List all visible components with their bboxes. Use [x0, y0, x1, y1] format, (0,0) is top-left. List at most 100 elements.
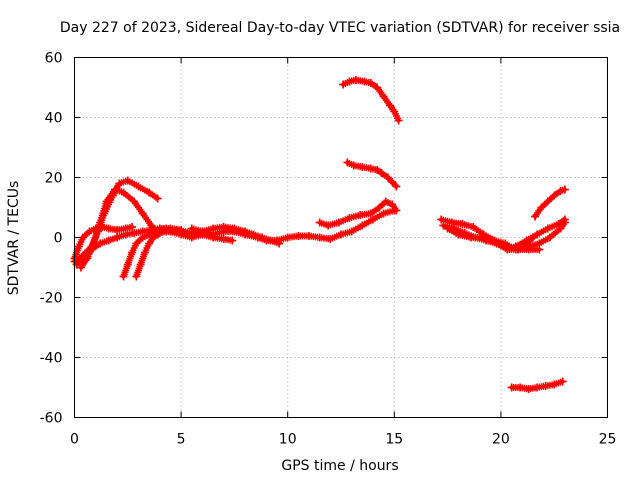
data-point	[74, 242, 83, 251]
data-point	[522, 236, 531, 245]
data-point	[334, 218, 343, 227]
data-point	[130, 197, 139, 206]
data-point	[392, 206, 401, 215]
data-point	[507, 383, 516, 392]
chart-title: Day 227 of 2023, Sidereal Day-to-day VTE…	[60, 20, 620, 36]
data-point	[458, 220, 467, 228]
data-point	[209, 224, 218, 233]
x-tick-labels: 0 5 10 15 20 25	[70, 432, 616, 448]
y-tick-label: 40	[45, 111, 63, 127]
data-point	[315, 233, 324, 242]
data-point	[128, 223, 137, 231]
data-point	[228, 236, 237, 245]
series-arc-11	[315, 197, 401, 230]
data-point	[162, 224, 171, 233]
data-point	[104, 236, 113, 245]
data-point	[379, 209, 388, 218]
data-point	[392, 182, 401, 191]
data-point	[119, 272, 128, 281]
data-point	[388, 178, 397, 186]
data-point	[366, 79, 375, 87]
data-point	[96, 218, 105, 227]
data-point	[187, 233, 196, 242]
series-arc-19	[507, 377, 567, 393]
data-point	[145, 188, 154, 197]
data-point	[550, 191, 559, 200]
data-point	[283, 233, 292, 242]
data-point	[356, 211, 365, 219]
data-point	[369, 215, 377, 224]
data-point	[153, 194, 162, 203]
data-point	[375, 203, 384, 212]
series-arc-17	[503, 215, 569, 254]
data-point	[119, 188, 128, 197]
data-point	[138, 209, 147, 218]
data-point	[104, 224, 113, 233]
data-point	[305, 232, 313, 240]
data-point	[347, 227, 356, 236]
data-point	[219, 235, 228, 243]
data-point	[524, 385, 533, 393]
data-point	[469, 223, 478, 231]
data-point	[533, 230, 542, 239]
data-point	[177, 230, 186, 239]
series-arc-13	[339, 76, 403, 125]
data-point	[383, 173, 392, 182]
data-point	[85, 227, 94, 236]
y-axis-label: SDTVAR / TECUs	[6, 181, 22, 296]
data-point	[83, 254, 92, 263]
plus-markers	[132, 228, 177, 280]
data-point	[460, 229, 469, 237]
data-point	[145, 230, 154, 239]
data-point	[543, 197, 552, 206]
data-point	[543, 224, 552, 233]
grid-lines	[74, 57, 608, 418]
data-point	[358, 221, 367, 230]
y-tick-label: -60	[40, 411, 63, 427]
x-tick-label: 5	[177, 432, 186, 448]
data-point	[87, 245, 96, 254]
data-point	[394, 116, 403, 125]
y-tick-label: 0	[54, 231, 63, 247]
y-tick-label: -40	[40, 351, 63, 367]
data-point	[345, 77, 354, 86]
data-point	[360, 77, 369, 86]
data-point	[294, 232, 303, 240]
data-point	[345, 214, 354, 222]
data-point	[145, 239, 154, 248]
x-tick-label: 0	[70, 432, 79, 448]
y-tick-label: -20	[40, 291, 63, 307]
data-point	[115, 179, 124, 188]
data-point	[132, 272, 141, 281]
data-point	[377, 169, 386, 177]
data-point	[121, 230, 130, 239]
data-point	[96, 239, 105, 248]
data-point	[533, 383, 542, 392]
data-point	[326, 235, 335, 243]
data-point	[337, 230, 345, 239]
data-point	[503, 245, 512, 254]
series-arc-6	[132, 227, 177, 281]
data-point	[560, 185, 569, 194]
data-point	[516, 383, 525, 392]
data-point	[343, 158, 352, 167]
data-point	[558, 377, 567, 386]
data-point	[537, 203, 546, 212]
data-point	[535, 245, 544, 254]
data-point	[471, 233, 480, 242]
data-point	[324, 221, 333, 230]
series-arc-10	[241, 227, 284, 248]
data-point	[241, 227, 250, 236]
data-point	[492, 239, 501, 248]
data-point	[545, 233, 554, 242]
data-point	[136, 260, 145, 269]
data-point	[439, 221, 448, 230]
data-point	[138, 233, 147, 242]
data-point	[386, 101, 394, 110]
data-point	[258, 233, 267, 242]
data-point	[249, 230, 258, 239]
series-arc-18	[531, 185, 569, 221]
data-point	[130, 229, 139, 237]
data-point	[113, 233, 122, 242]
data-point	[373, 83, 382, 92]
